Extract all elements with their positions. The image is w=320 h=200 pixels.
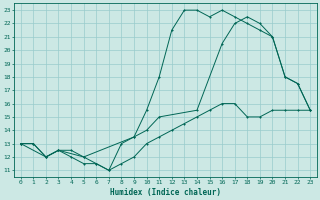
X-axis label: Humidex (Indice chaleur): Humidex (Indice chaleur) (110, 188, 221, 197)
